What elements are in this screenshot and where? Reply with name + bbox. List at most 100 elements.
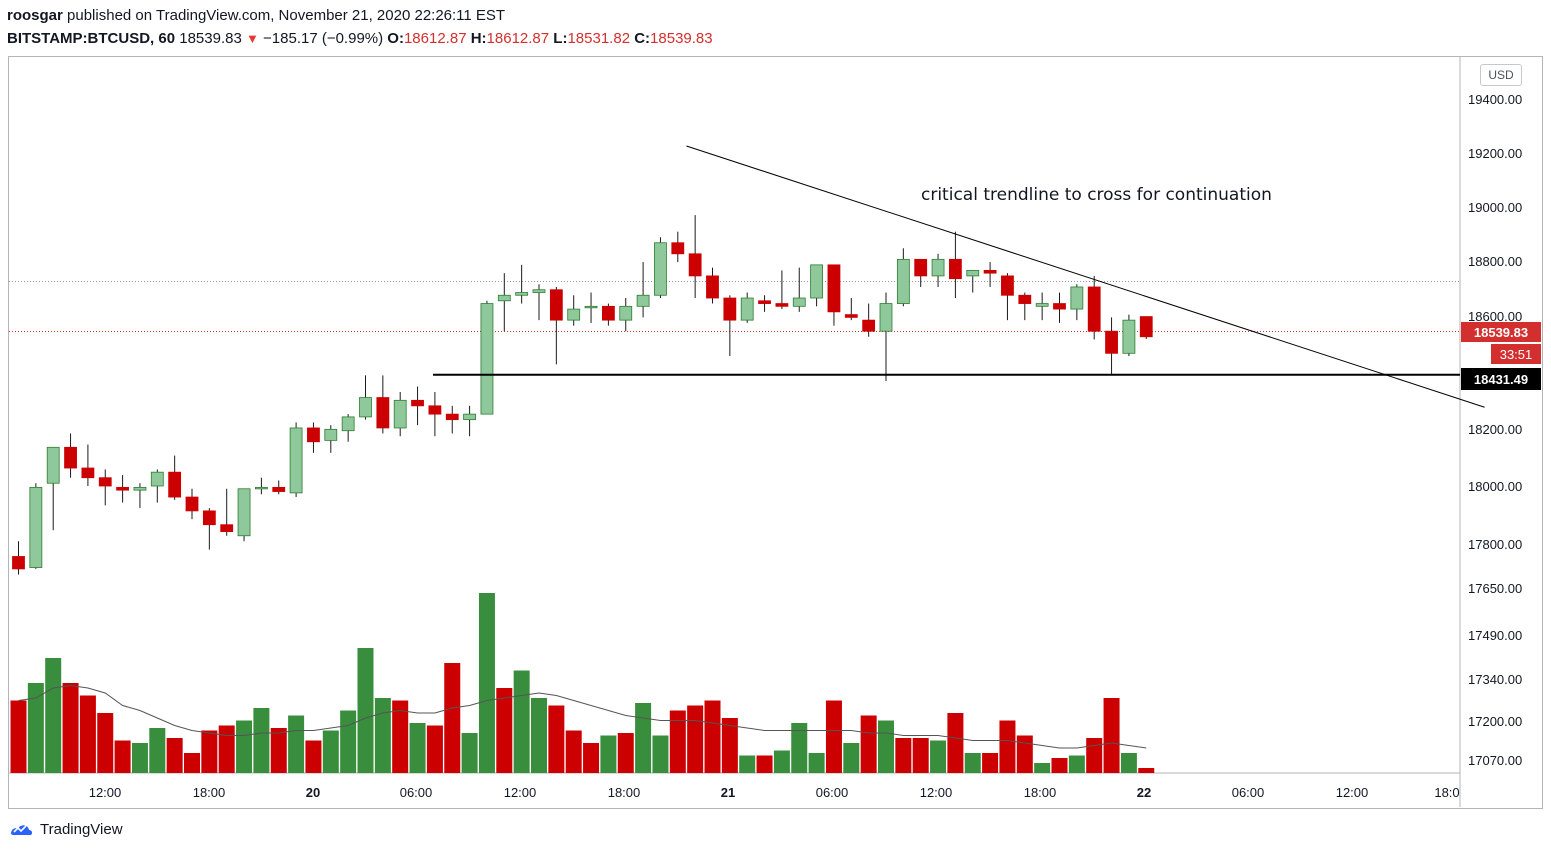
volume-bar [825,700,842,773]
volume-bar [1068,755,1085,773]
candle-body [1001,275,1014,296]
volume-bar [635,703,652,773]
candle-body [792,297,806,307]
candle-body [272,486,286,492]
low-value: 18531.82 [567,30,631,47]
candle-body [324,428,338,441]
high-label: H: [470,30,487,47]
candle-body [428,405,442,415]
x-tick-label: 06:00 [1232,785,1265,800]
countdown-tag-text: 33:51 [1500,347,1533,362]
candle-body [740,297,754,321]
volume-bar [773,750,790,773]
x-tick-label: 21 [721,785,735,800]
candle-body [1122,319,1136,354]
volume-bar [565,730,582,773]
volume-bar [860,715,877,773]
trendline-annotation: critical trendline to cross for continua… [921,185,1272,205]
volume-bar [912,738,929,773]
volume-bar [461,733,478,773]
candle-body [1035,303,1049,307]
candle-body [602,305,615,321]
x-tick-label: 12:00 [1336,785,1369,800]
x-tick-label: 12:00 [920,785,953,800]
volume-bar [496,688,513,773]
symbol-line: BITSTAMP:BTCUSD, 60 18539.83 ▼ −185.17 (… [7,30,713,47]
candle-body [411,399,424,407]
volume-bar [930,740,947,773]
footer-brand[interactable]: TradingView [8,820,123,838]
candle-body [463,413,477,421]
candle-body [98,477,112,487]
publish-line: roosgar published on TradingView.com, No… [7,7,505,24]
candle-body [29,486,43,568]
candle-body [532,289,546,293]
candle-body [810,264,823,299]
candle-body [654,242,667,296]
x-tick-label: 18:00 [608,785,641,800]
tradingview-logo-icon [11,825,33,835]
candle-body [844,314,858,318]
last-price-tag [1461,322,1541,342]
last-price-tag-text: 18539.83 [1474,325,1528,340]
y-tick-label: 19000.00 [1468,200,1522,215]
symbol-name: BITSTAMP:BTCUSD, 60 [7,30,176,47]
volume-bar [583,743,600,773]
y-tick-label: 19400.00 [1468,92,1522,107]
volume-bar [253,708,270,773]
volume-bar [739,755,756,773]
candle-body [1053,303,1066,310]
candle-body [64,446,77,469]
candle-body [480,303,494,415]
volume-bar [687,705,704,773]
candle-body [185,496,199,512]
candle-body [584,305,598,309]
candle-body [202,510,216,526]
x-tick-label: 06:00 [816,785,849,800]
author-name[interactable]: roosgar [7,7,63,24]
volume-bar [982,753,999,773]
x-tick-label: 18:0 [1434,785,1459,800]
y-tick-label: 17800.00 [1468,537,1522,552]
candle-body [549,289,563,321]
y-tick-label: 17070.00 [1468,753,1522,768]
volume-bar [756,755,773,773]
volume-bar [878,720,894,773]
volume-bar [947,713,964,773]
volume-bar [478,593,495,773]
low-label: L: [553,30,568,47]
volume-bar [322,730,339,773]
volume-bar [617,733,634,773]
candle-body [515,292,529,296]
volume-bar [843,743,860,773]
candle-body [862,319,876,332]
candle-body [1070,286,1084,310]
currency-button[interactable]: USD [1480,64,1522,86]
candle-body [393,399,407,429]
y-tick-label: 17490.00 [1468,628,1522,643]
volume-bar [1051,758,1068,773]
candle-body [983,269,997,274]
candle-body [636,294,650,307]
volume-bar [409,723,426,773]
volume-bar [964,753,981,773]
volume-bar [426,725,443,773]
volume-bar [999,720,1016,773]
candle-body [220,524,234,533]
volume-bar [10,700,27,773]
y-tick-label: 17200.00 [1468,714,1522,729]
open-value: 18612.87 [403,30,467,47]
candle-body [359,397,372,418]
y-tick-label: 17650.00 [1468,581,1522,596]
volume-bar [114,740,131,773]
candle-body [706,275,719,299]
volume-bar [1103,698,1120,773]
countdown-tag [1491,344,1541,364]
candle-body [966,269,980,277]
candle-body [775,303,789,307]
chart-frame[interactable] [8,56,1543,809]
volume-bar [652,735,669,773]
volume-bar [166,738,183,773]
candle-body [116,486,129,491]
